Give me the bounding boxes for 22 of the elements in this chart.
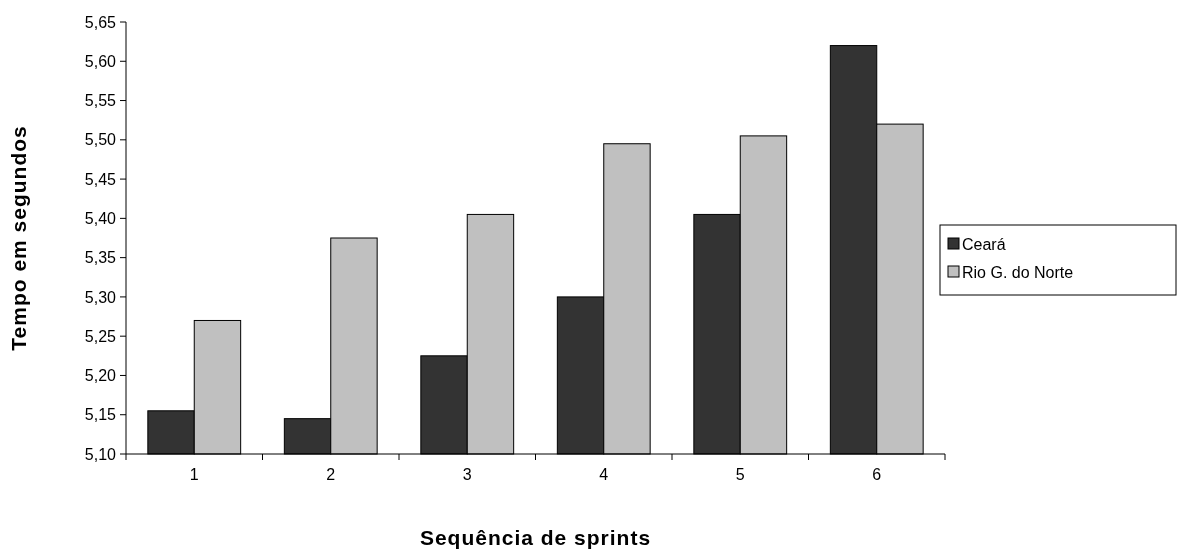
x-tick-label: 6	[872, 466, 882, 483]
x-tick-label: 1	[189, 466, 199, 483]
y-tick-label: 5,15	[84, 406, 117, 424]
legend-label: Ceará	[962, 235, 1006, 253]
y-tick-label: 5,10	[84, 445, 117, 463]
x-tick-label: 3	[462, 466, 472, 483]
y-tick-label: 5,35	[84, 249, 117, 267]
y-tick-label: 5,30	[84, 288, 117, 306]
x-axis-title: Sequência de sprints	[419, 526, 652, 549]
y-axis-title: Tempo em segundos	[7, 125, 30, 351]
y-tick-label: 5,65	[84, 13, 117, 31]
x-tick-label: 5	[735, 466, 745, 483]
x-tick-label: 2	[326, 466, 336, 483]
y-tick-label: 5,60	[84, 52, 117, 70]
y-tick-label: 5,40	[84, 209, 117, 227]
legend-label: Rio G. do Norte	[962, 263, 1074, 281]
y-tick-label: 5,25	[84, 327, 117, 345]
y-tick-label: 5,20	[84, 367, 117, 385]
y-tick-label: 5,55	[84, 92, 117, 110]
y-tick-label: 5,50	[84, 131, 117, 149]
y-tick-label: 5,45	[84, 170, 117, 188]
x-tick-label: 4	[599, 466, 609, 483]
